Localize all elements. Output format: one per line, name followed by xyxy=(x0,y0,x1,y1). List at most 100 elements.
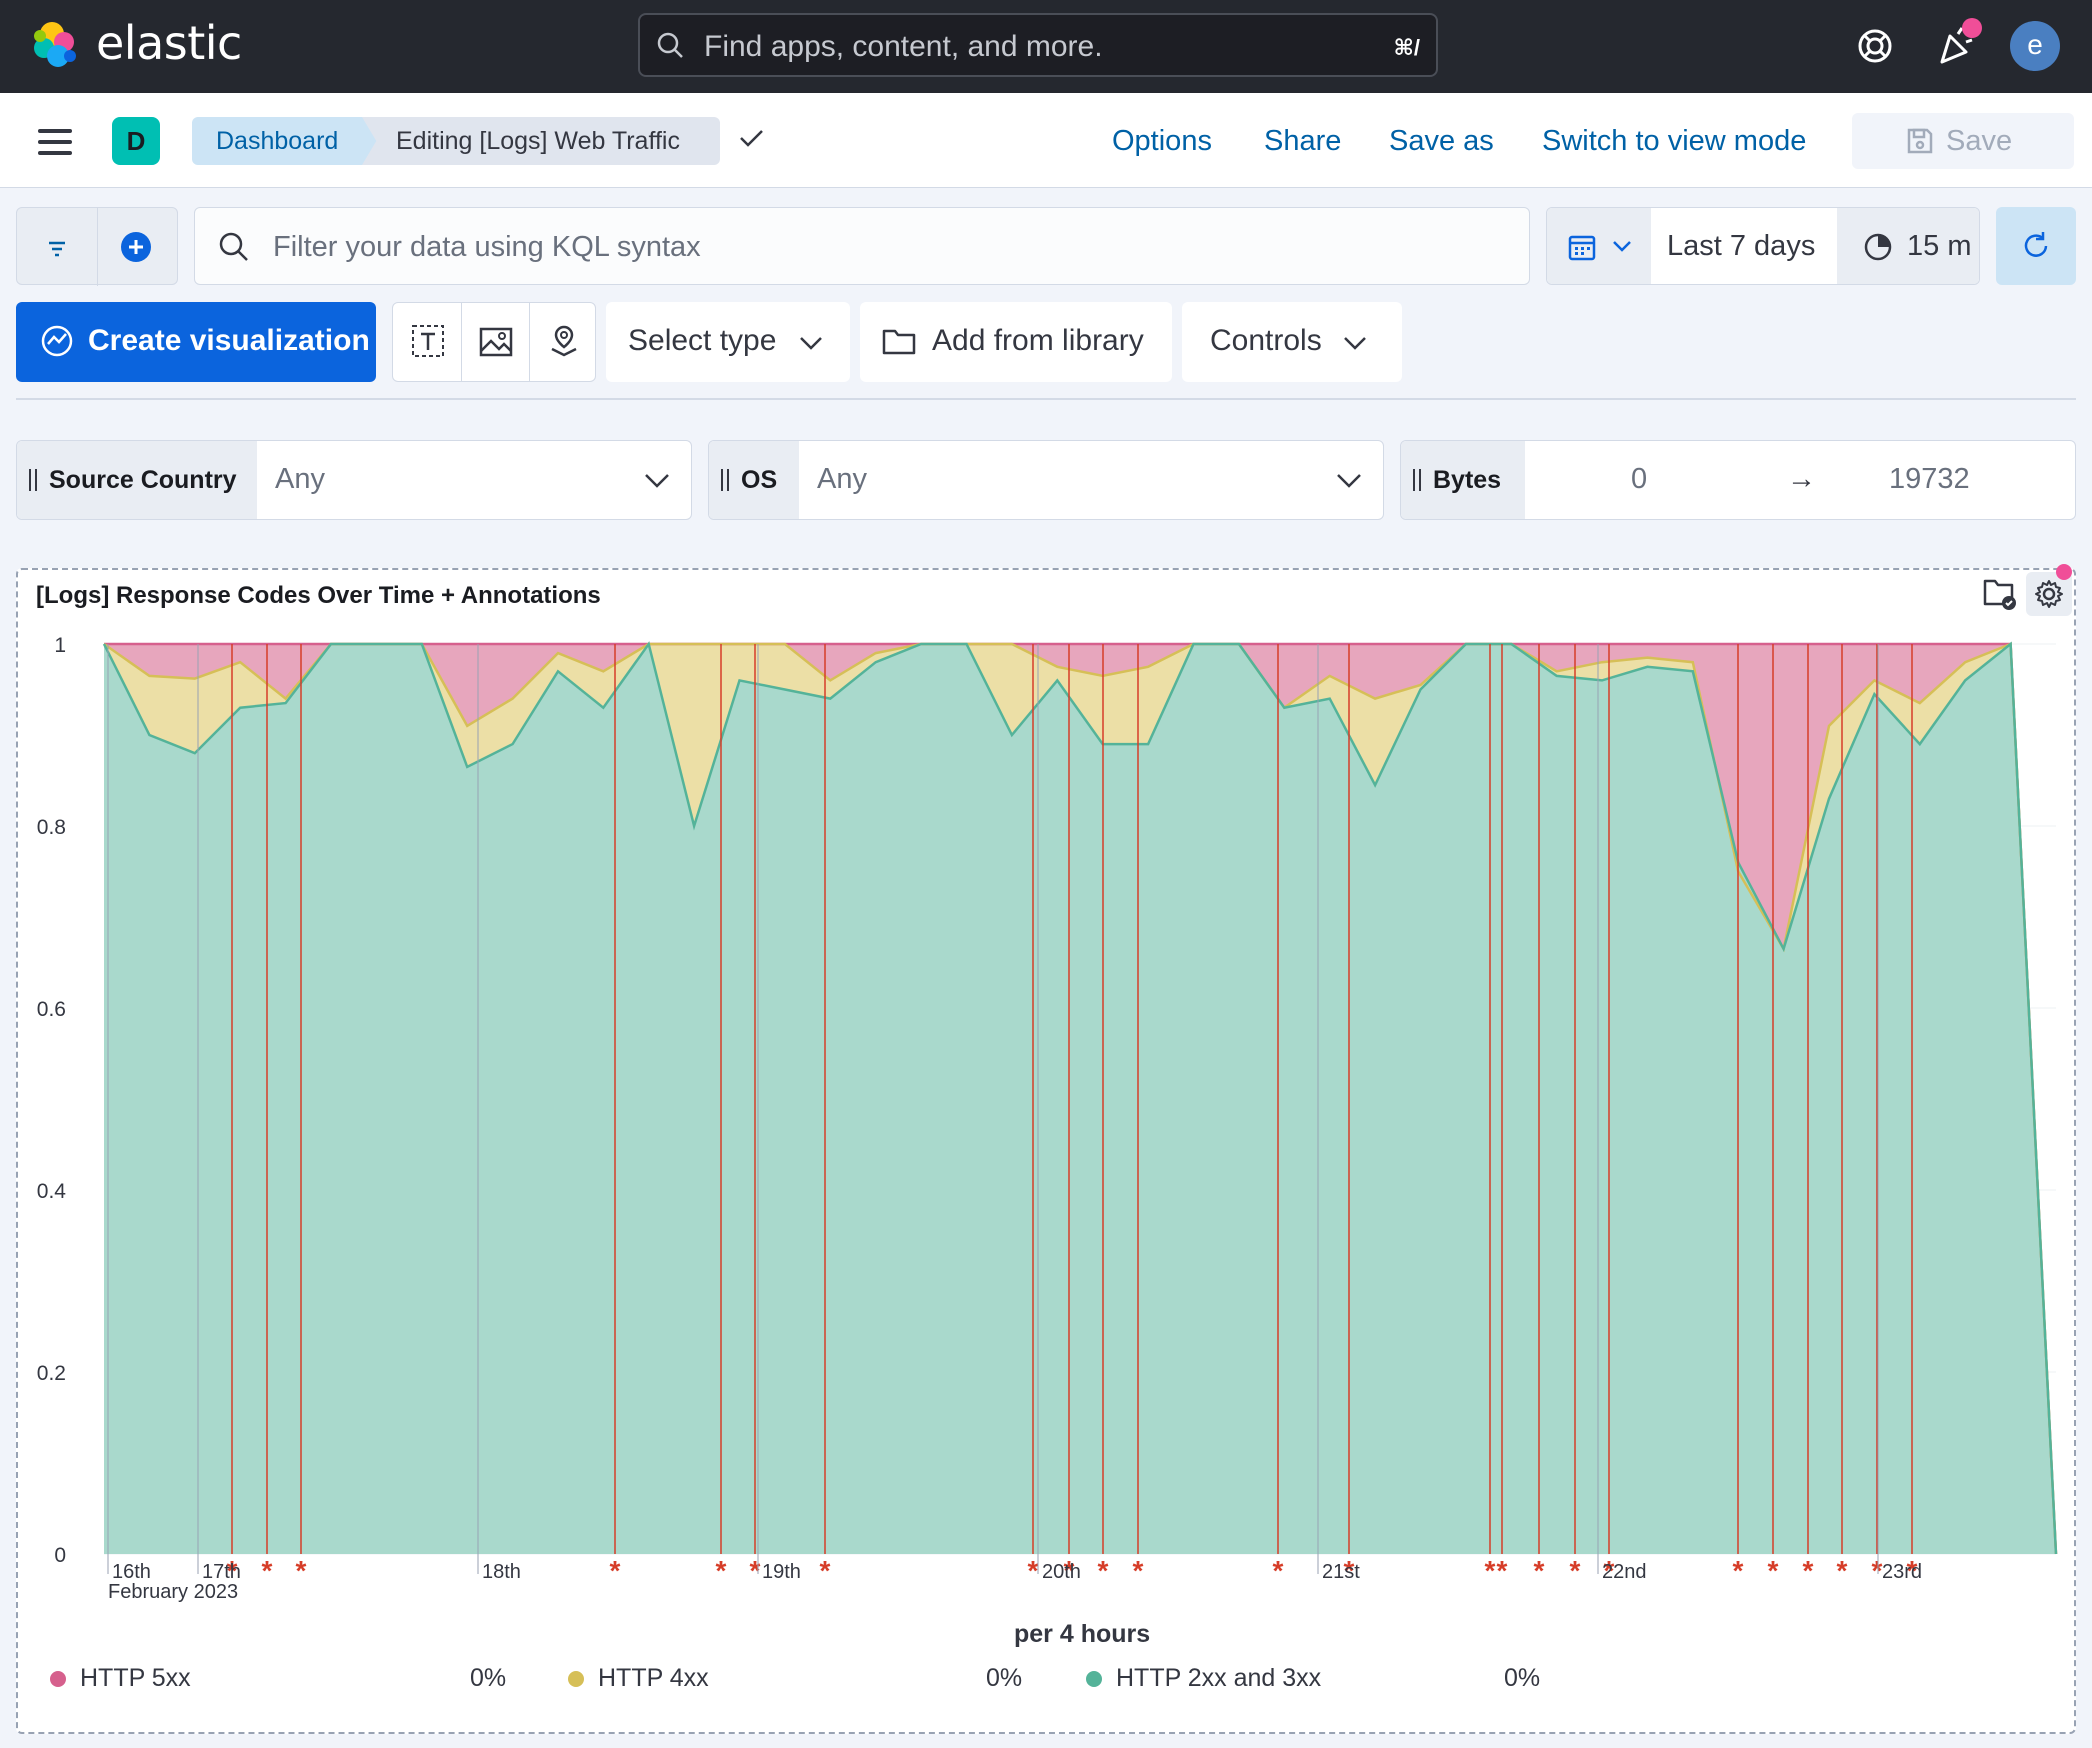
filter-menu-icon[interactable] xyxy=(43,234,71,262)
search-icon xyxy=(657,32,683,58)
control-os[interactable]: OS Any xyxy=(708,440,1384,520)
user-avatar[interactable]: e xyxy=(2010,21,2060,71)
save-as-link[interactable]: Save as xyxy=(1389,125,1494,157)
y-tick-label: 0.2 xyxy=(37,1362,66,1385)
range-max-value[interactable]: 19732 xyxy=(1889,463,1970,495)
drag-handle-icon[interactable] xyxy=(721,469,729,491)
annotation-marker-icon: * xyxy=(1872,1555,1883,1586)
chevron-down-icon xyxy=(645,474,669,488)
save-button-label: Save xyxy=(1946,125,2013,157)
kql-query-input[interactable]: Filter your data using KQL syntax xyxy=(194,207,1530,285)
panel-settings-button[interactable] xyxy=(2026,572,2072,616)
add-map-button[interactable] xyxy=(529,303,597,381)
range-arrow-icon: → xyxy=(1787,463,1816,495)
legend-label: HTTP 5xx xyxy=(80,1664,191,1692)
legend-swatch xyxy=(50,1671,66,1688)
add-from-library-label: Add from library xyxy=(932,324,1144,357)
legend-item-http-4xx[interactable]: HTTP 4xx 0% xyxy=(568,1664,1022,1693)
calendar-icon xyxy=(1568,235,1596,261)
time-range-label[interactable]: Last 7 days xyxy=(1667,230,1816,262)
range-min-value[interactable]: 0 xyxy=(1631,463,1648,495)
x-tick-label: 21st xyxy=(1322,1561,1360,1583)
auto-refresh-button[interactable]: 15 m xyxy=(1837,208,1979,284)
x-tick-label: 18th xyxy=(482,1561,521,1583)
panel-notification-dot xyxy=(2056,564,2072,580)
annotation-marker-icon: * xyxy=(1485,1555,1496,1586)
save-button[interactable]: Save xyxy=(1852,113,2074,169)
image-icon xyxy=(479,327,513,357)
y-tick-label: 0.4 xyxy=(37,1180,67,1203)
help-icon[interactable] xyxy=(1851,22,1899,70)
y-tick-label: 0.8 xyxy=(37,816,66,839)
annotation-marker-icon: * xyxy=(750,1555,761,1586)
global-search-input[interactable]: Find apps, content, and more. ⌘/ xyxy=(638,13,1438,77)
x-tick-label: 23rd xyxy=(1882,1561,1922,1583)
x-sub-label: February 2023 xyxy=(108,1581,238,1603)
space-avatar[interactable]: D xyxy=(112,117,160,165)
annotation-marker-icon: * xyxy=(1534,1555,1545,1586)
panel-annotation-icon[interactable] xyxy=(1982,576,2018,612)
quick-select-button[interactable] xyxy=(1547,208,1651,284)
control-label: Source Country xyxy=(17,441,257,519)
control-label: OS xyxy=(709,441,799,519)
add-from-library-button[interactable]: Add from library xyxy=(860,302,1172,382)
options-link[interactable]: Options xyxy=(1112,125,1212,157)
annotation-marker-icon: * xyxy=(1344,1555,1355,1586)
x-tick-label: 17th xyxy=(202,1561,241,1583)
annotation-marker-icon: * xyxy=(1837,1555,1848,1586)
search-icon xyxy=(219,232,248,261)
annotation-marker-icon: * xyxy=(1098,1555,1109,1586)
legend-item-http-5xx[interactable]: HTTP 5xx 0% xyxy=(50,1664,506,1693)
area-http-2xx-3xx xyxy=(104,644,2056,1554)
legend-value: 0% xyxy=(1504,1664,1541,1692)
legend-label: HTTP 4xx xyxy=(598,1664,709,1692)
control-source-country[interactable]: Source Country Any xyxy=(16,440,692,520)
breadcrumb-dashboard[interactable]: Dashboard xyxy=(192,117,378,165)
add-filter-icon[interactable] xyxy=(119,230,153,264)
drag-handle-icon[interactable] xyxy=(29,469,37,491)
check-icon[interactable] xyxy=(736,123,766,153)
news-feed-cheer-icon[interactable] xyxy=(1932,22,1980,70)
x-tick-label: 19th xyxy=(762,1561,801,1583)
x-axis-title: per 4 hours xyxy=(1014,1620,1151,1648)
annotation-marker-icon: * xyxy=(296,1555,307,1586)
elastic-logo-icon[interactable] xyxy=(30,18,82,70)
annotation-marker-icon: * xyxy=(1497,1555,1508,1586)
y-tick-label: 1 xyxy=(54,634,66,657)
legend-value: 0% xyxy=(986,1664,1023,1692)
annotation-marker-icon: * xyxy=(1733,1555,1744,1586)
legend-item-http-2xx-3xx[interactable]: HTTP 2xx and 3xx 0% xyxy=(1086,1664,1540,1693)
annotation-marker-icon: * xyxy=(1803,1555,1814,1586)
menu-toggle-button[interactable] xyxy=(38,129,72,155)
line-http-4xx xyxy=(103,642,2058,1555)
select-type-button[interactable]: Select type xyxy=(606,302,850,382)
elastic-wordmark[interactable]: elastic xyxy=(96,16,242,70)
save-icon xyxy=(1907,128,1933,154)
line-http-5xx xyxy=(104,642,2058,1555)
create-visualization-label: Create visualization xyxy=(88,324,370,357)
create-visualization-button[interactable]: Create visualization xyxy=(16,302,376,382)
response-codes-area-chart[interactable]: 00.20.40.60.81 * * * * * * * * * * * * * * * * * * * * * * * * … xyxy=(16,610,2076,1610)
add-image-button[interactable] xyxy=(461,303,529,381)
switch-to-view-mode-link[interactable]: Switch to view mode xyxy=(1542,125,1807,157)
annotation-marker-icon: * xyxy=(1273,1555,1284,1586)
notification-dot xyxy=(1962,18,1982,38)
chevron-down-icon xyxy=(1344,337,1366,350)
date-picker: Last 7 days 15 m xyxy=(1546,207,1980,285)
annotation-marker-icon: * xyxy=(1768,1555,1779,1586)
control-label: Bytes xyxy=(1401,441,1525,519)
legend-value: 0% xyxy=(470,1664,507,1692)
refresh-button[interactable] xyxy=(1996,207,2076,285)
breadcrumb-current: Editing [Logs] Web Traffic xyxy=(362,117,720,165)
add-markdown-button[interactable] xyxy=(393,303,461,381)
app-header: D Dashboard Editing [Logs] Web Traffic O… xyxy=(0,93,2092,188)
annotation-marker-icon: * xyxy=(1028,1555,1039,1586)
gear-icon xyxy=(2035,580,2063,608)
keyboard-shortcut-badge: ⌘/ xyxy=(1393,35,1420,60)
controls-label: Controls xyxy=(1210,324,1322,357)
chevron-down-icon xyxy=(800,337,822,350)
control-bytes[interactable]: Bytes 0 → 19732 xyxy=(1400,440,2076,520)
share-link[interactable]: Share xyxy=(1264,125,1342,157)
drag-handle-icon[interactable] xyxy=(1413,469,1421,491)
controls-button[interactable]: Controls xyxy=(1182,302,1402,382)
